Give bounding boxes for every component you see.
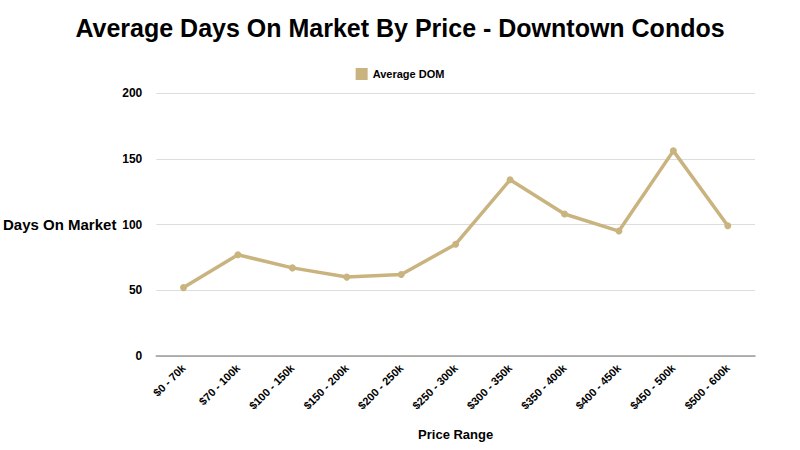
svg-text:$400 - 450k: $400 - 450k bbox=[573, 361, 624, 412]
svg-text:$250 - 300k: $250 - 300k bbox=[410, 361, 461, 412]
svg-text:150: 150 bbox=[122, 152, 142, 166]
svg-text:Days On Market: Days On Market bbox=[3, 216, 116, 233]
svg-text:0: 0 bbox=[136, 349, 143, 363]
svg-text:$200 - 250k: $200 - 250k bbox=[356, 361, 407, 412]
svg-text:$450 - 500k: $450 - 500k bbox=[628, 361, 679, 412]
svg-text:200: 200 bbox=[122, 86, 142, 100]
svg-text:$350 - 400k: $350 - 400k bbox=[519, 361, 570, 412]
svg-text:Average DOM: Average DOM bbox=[373, 68, 445, 80]
svg-text:Price Range: Price Range bbox=[418, 427, 493, 442]
svg-text:$150 - 200k: $150 - 200k bbox=[301, 361, 352, 412]
svg-text:100: 100 bbox=[122, 218, 142, 232]
svg-text:$300 - 350k: $300 - 350k bbox=[464, 361, 515, 412]
svg-text:$0 - 70k: $0 - 70k bbox=[151, 361, 189, 399]
svg-text:Average Days On Market By Pric: Average Days On Market By Price - Downto… bbox=[75, 14, 724, 42]
svg-text:$500 - 600k: $500 - 600k bbox=[682, 361, 733, 412]
svg-text:$70 - 100k: $70 - 100k bbox=[197, 361, 243, 407]
svg-text:50: 50 bbox=[129, 283, 143, 297]
svg-text:$100 - 150k: $100 - 150k bbox=[247, 361, 298, 412]
